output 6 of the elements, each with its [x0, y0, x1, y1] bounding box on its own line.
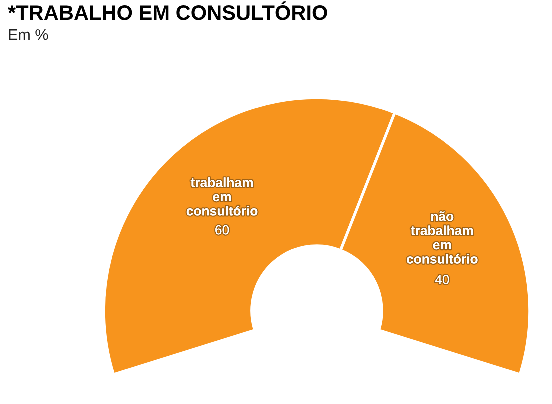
data-label: 60	[216, 225, 230, 235]
chart-subtitle: Em %	[9, 29, 48, 40]
slice-label: trabalham em consultório	[186, 178, 258, 216]
data-label: 40	[435, 275, 450, 284]
chart-title: *TRABALHO EM CONSULTÓRIO	[8, 2, 328, 20]
slice-label: não trabalham em consultório	[406, 212, 478, 264]
